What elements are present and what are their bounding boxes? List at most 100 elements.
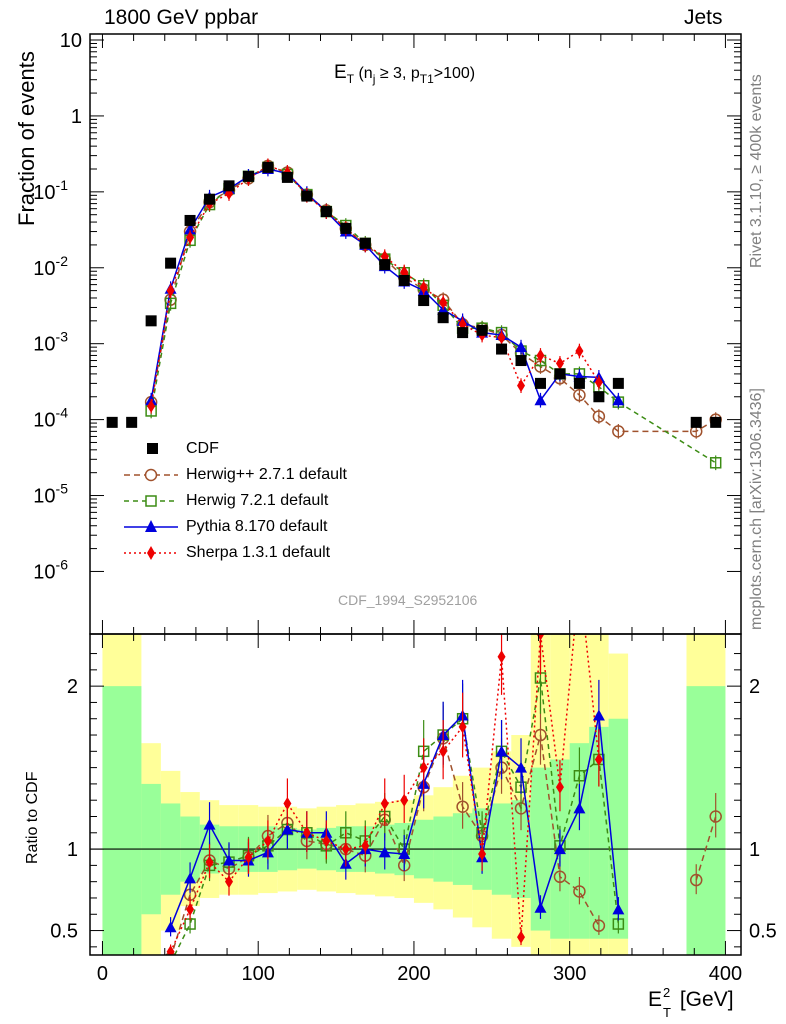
band-green — [589, 726, 609, 939]
ratio-point-sherpa — [458, 720, 467, 734]
ratio-point-herwigpp — [592, 919, 606, 932]
ratio-point-sherpa — [166, 945, 175, 955]
ratio-point-sherpa — [439, 744, 448, 758]
series-line-sherpa — [150, 165, 600, 407]
point-sherpa — [575, 344, 584, 358]
ratio-point-sherpa — [478, 847, 487, 861]
legend-marker-sherpa — [124, 546, 178, 560]
ratio-point-pythia — [164, 921, 177, 933]
data-point-cdf — [710, 416, 722, 428]
series-line-herwigpp — [150, 165, 717, 433]
y-tick-label: 1 — [71, 106, 82, 128]
data-point-cdf — [359, 237, 371, 249]
data-point-cdf — [281, 171, 293, 183]
point-sherpa — [419, 280, 428, 294]
ratio-point-herwig7 — [573, 770, 586, 782]
ratio-y-tick-label-right: 1 — [749, 839, 760, 861]
y-tick-label: 10 — [60, 30, 82, 52]
point-sherpa — [147, 399, 156, 413]
point-sherpa — [594, 375, 603, 389]
point-sherpa — [517, 379, 526, 393]
point-pythia — [515, 341, 528, 353]
plot-title: ET (nj ≥ 3, pT1>100) — [334, 62, 476, 86]
band-green — [102, 686, 142, 955]
ratio-point-sherpa — [341, 842, 350, 856]
point-sherpa — [497, 331, 506, 345]
legend-marker-cdf — [147, 443, 158, 454]
point-sherpa — [186, 231, 195, 245]
y-tick-label: 10-1 — [33, 177, 68, 204]
ratio-point-sherpa — [575, 572, 583, 585]
x-tick-label: 400 — [709, 963, 742, 985]
x-tick-label: 100 — [242, 963, 275, 985]
ratio-point-sherpa — [302, 826, 311, 840]
bottom-panel-series — [164, 572, 722, 968]
ratio-point-pythia — [378, 846, 391, 858]
ratio-point-sherpa — [224, 875, 233, 889]
legend: CDF Herwig++ 2.7.1 default Herwig 7.2.1 … — [120, 436, 347, 566]
data-point-cdf — [515, 355, 527, 367]
y-tick-label: 10-4 — [33, 405, 68, 432]
data-point-cdf — [573, 377, 585, 389]
data-point-cdf — [204, 193, 216, 205]
ratio-y-tick-label-right: 2 — [749, 676, 760, 698]
data-point-cdf — [223, 180, 235, 192]
data-point-cdf — [145, 315, 157, 327]
series-line-pythia — [150, 168, 619, 402]
ratio-point-herwigpp — [689, 873, 703, 887]
x-tick-label: 200 — [397, 963, 430, 985]
data-point-cdf — [379, 259, 391, 271]
data-point-cdf — [301, 190, 313, 202]
point-sherpa — [439, 295, 448, 309]
ratio-point-pythia — [184, 872, 197, 884]
legend-marker-herwig7 — [124, 495, 178, 507]
bottom-panel-frame — [89, 633, 742, 956]
data-point-cdf — [398, 274, 410, 286]
x-tick-label: 300 — [553, 963, 586, 985]
ratio-y-tick-label: 1 — [67, 839, 78, 861]
ratio-y-tick-label: 2 — [67, 676, 78, 698]
y-tick-label: 10-5 — [33, 481, 68, 508]
data-point-cdf — [106, 416, 118, 428]
ratio-line-herwigpp — [695, 816, 717, 881]
ratio-point-pythia — [553, 843, 566, 855]
ratio-point-sherpa — [283, 796, 292, 810]
legend-label: CDF — [186, 440, 219, 457]
data-point-cdf — [126, 416, 138, 428]
ratio-y-tick-label: 0.5 — [50, 921, 78, 943]
data-point-cdf — [418, 295, 430, 307]
data-point-cdf — [184, 214, 196, 226]
series-layer — [90, 158, 741, 968]
rivet-version-label: Rivet 3.1.10, ≥ 400k events — [748, 74, 765, 268]
ratio-point-pythia — [573, 802, 586, 814]
ratio-uncertainty-bands — [102, 634, 726, 955]
ratio-point-sherpa — [322, 834, 331, 848]
data-point-cdf — [242, 170, 254, 182]
ratio-point-pythia — [515, 761, 528, 773]
ratio-point-sherpa — [497, 650, 506, 664]
legend-item-herwig7: Herwig 7.2.1 default — [120, 488, 347, 514]
legend-item-herwigpp: Herwig++ 2.7.1 default — [120, 462, 347, 488]
data-point-cdf — [554, 368, 566, 380]
legend-item-sherpa: Sherpa 1.3.1 default — [120, 540, 347, 566]
point-sherpa — [166, 284, 175, 298]
point-herwig7 — [709, 457, 722, 469]
data-point-cdf — [262, 161, 274, 173]
analysis-id-label: CDF_1994_S2952106 — [338, 592, 478, 608]
y-tick-label: 10-2 — [33, 253, 68, 280]
data-point-cdf — [496, 343, 508, 355]
legend-marker-pythia — [124, 520, 178, 532]
ratio-point-herwigpp — [456, 800, 469, 813]
point-sherpa — [555, 356, 564, 370]
data-point-cdf — [612, 377, 624, 389]
ratio-point-herwig7 — [166, 958, 176, 968]
ratio-point-sherpa — [361, 839, 370, 853]
ratio-point-herwigpp — [573, 885, 586, 898]
axes-frame: 0 100 200 300 40010-610-510-410-310-210-1110… — [33, 30, 777, 985]
legend-item-cdf: CDF — [120, 436, 347, 462]
legend-label: Sherpa 1.3.1 default — [186, 544, 331, 561]
point-sherpa — [536, 348, 545, 362]
ratio-point-sherpa — [419, 761, 428, 775]
legend-label: Pythia 8.170 default — [186, 518, 328, 535]
